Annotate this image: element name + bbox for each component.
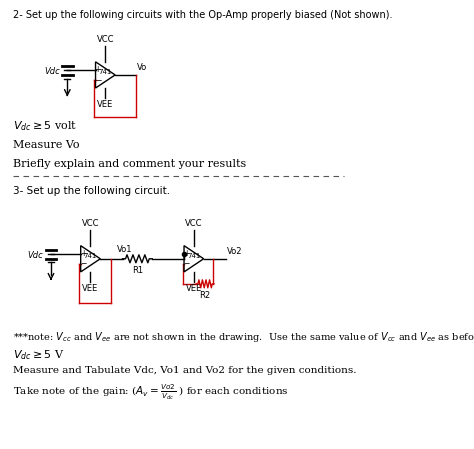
Text: −: −: [80, 260, 86, 269]
Text: 741: 741: [84, 253, 97, 259]
Text: R1: R1: [132, 266, 143, 275]
Text: −: −: [95, 76, 101, 85]
Text: $V_{dc} \geq 5$ V: $V_{dc} \geq 5$ V: [12, 348, 64, 362]
Text: 741: 741: [187, 253, 201, 259]
Text: VEE: VEE: [186, 284, 202, 293]
Text: R2: R2: [200, 291, 210, 300]
Text: VCC: VCC: [82, 219, 99, 228]
Text: 2- Set up the following circuits with the Op-Amp properly biased (Not shown).: 2- Set up the following circuits with th…: [12, 10, 392, 20]
Text: 3- Set up the following circuit.: 3- Set up the following circuit.: [12, 186, 170, 196]
Text: Briefly explain and comment your results: Briefly explain and comment your results: [12, 159, 246, 169]
Text: +: +: [95, 65, 101, 74]
Text: 741: 741: [99, 69, 112, 75]
Text: $V_{dc} \geq 5$ volt: $V_{dc} \geq 5$ volt: [12, 119, 77, 133]
Text: Vo1: Vo1: [117, 245, 132, 254]
Text: Measure and Tabulate Vdc, Vo1 and Vo2 for the given conditions.: Measure and Tabulate Vdc, Vo1 and Vo2 fo…: [12, 366, 356, 375]
Text: Measure Vo: Measure Vo: [12, 140, 79, 150]
Text: VCC: VCC: [97, 35, 114, 44]
Text: ***note: $V_{cc}$ and $V_{ee}$ are not shown in the drawing.  Use the same value: ***note: $V_{cc}$ and $V_{ee}$ are not s…: [12, 330, 474, 344]
Text: Vo: Vo: [137, 63, 148, 72]
Text: VEE: VEE: [82, 284, 99, 293]
Text: +: +: [183, 249, 190, 258]
Text: −: −: [183, 260, 190, 269]
Text: VEE: VEE: [97, 100, 113, 109]
Text: Vo2: Vo2: [228, 247, 243, 256]
Text: VCC: VCC: [185, 219, 202, 228]
Text: Vdc: Vdc: [28, 251, 44, 260]
Text: Vdc: Vdc: [44, 67, 60, 76]
Text: Take note of the gain: ($A_v = \frac{Vo2}{V_{dc}}$ ) for each conditions: Take note of the gain: ($A_v = \frac{Vo2…: [12, 382, 288, 402]
Text: +: +: [80, 249, 86, 258]
